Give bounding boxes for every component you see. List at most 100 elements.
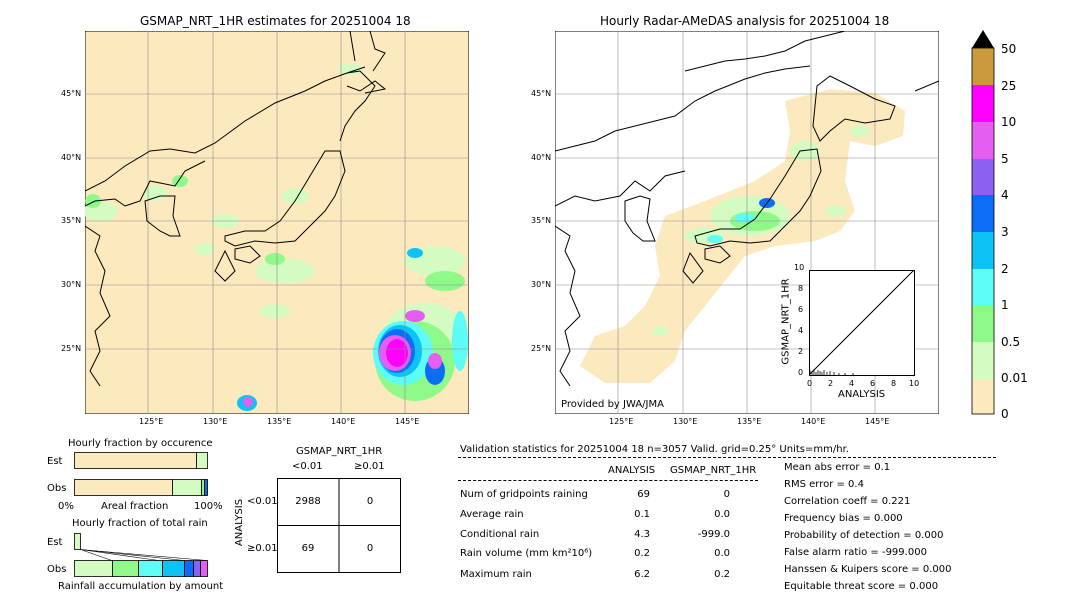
scatter-xtick: 0 bbox=[807, 379, 813, 388]
map2-provider-label: Provided by JWA/JMA bbox=[561, 399, 664, 410]
map2-xtick: 130°E bbox=[673, 417, 698, 426]
scatter-xlabel: ANALYSIS bbox=[838, 389, 886, 400]
colorbar-swatch bbox=[972, 269, 994, 306]
scatter-diagonal bbox=[809, 270, 915, 376]
total-rain-bars bbox=[74, 533, 208, 577]
occurrence-est-bar bbox=[74, 452, 197, 469]
map1-xtick: 135°E bbox=[267, 417, 292, 426]
stats-row-analysis: 0.1 bbox=[634, 509, 650, 520]
score-line: False alarm ratio = -999.000 bbox=[784, 547, 927, 558]
contingency-col-header: <0.01 bbox=[292, 461, 323, 472]
occurrence-xtick: 100% bbox=[194, 501, 223, 512]
map2-ytick: 40°N bbox=[531, 153, 552, 162]
stats-row-gsmap: 0 bbox=[723, 489, 730, 500]
map1-title: GSMAP_NRT_1HR estimates for 20251004 18 bbox=[140, 14, 411, 28]
map2-xtick: 125°E bbox=[609, 417, 634, 426]
colorbar-extend-arrow bbox=[972, 30, 994, 48]
stats-row-analysis: 0.2 bbox=[634, 548, 650, 559]
scatter-points bbox=[809, 369, 854, 375]
colorbar-label: 25 bbox=[1001, 79, 1017, 93]
scatter-xtick: 4 bbox=[849, 379, 855, 388]
colorbar-label: 3 bbox=[1001, 225, 1009, 239]
map2-panel: Provided by JWA/JMA bbox=[555, 31, 939, 414]
score-line: Correlation coeff = 0.221 bbox=[784, 496, 911, 507]
stats-row-label: Num of gridpoints raining bbox=[460, 489, 588, 500]
total-rain-obs-bar bbox=[74, 560, 113, 577]
colorbar-label: 50 bbox=[1001, 42, 1017, 56]
colorbar-label: 5 bbox=[1001, 152, 1009, 166]
map1-ytick: 25°N bbox=[61, 344, 82, 353]
score-line: Equitable threat score = 0.000 bbox=[784, 581, 939, 592]
stats-header: Validation statistics for 20251004 18 n=… bbox=[460, 444, 849, 455]
map2-ytick: 45°N bbox=[531, 89, 552, 98]
contingency-cell: 69 bbox=[301, 543, 315, 554]
map2-xtick: 135°E bbox=[737, 417, 762, 426]
stats-row-label: Conditional rain bbox=[460, 529, 540, 540]
contingency-cell: 0 bbox=[366, 543, 374, 554]
map1-ytick: 35°N bbox=[61, 216, 82, 225]
scatter-xtick: 10 bbox=[909, 379, 920, 388]
score-line: Probability of detection = 0.000 bbox=[784, 530, 944, 541]
map2-ytick: 35°N bbox=[531, 216, 552, 225]
contingency-title: GSMAP_NRT_1HR bbox=[296, 446, 383, 457]
colorbar-label: 0.01 bbox=[1001, 371, 1028, 385]
scatter-ylabel: GSMAP_NRT_1HR bbox=[780, 278, 792, 365]
map1-ytick: 45°N bbox=[61, 89, 82, 98]
total-rain-obs-bar bbox=[138, 560, 163, 577]
stats-row-gsmap: -999.0 bbox=[697, 529, 730, 540]
colorbar-swatch bbox=[972, 122, 994, 159]
stats-row-analysis: 6.2 bbox=[634, 569, 650, 580]
map1-xtick: 140°E bbox=[331, 417, 356, 426]
scatter-ytick: 8 bbox=[798, 284, 804, 293]
colorbar-segments bbox=[972, 48, 994, 414]
occurrence-obs-bar bbox=[204, 479, 208, 496]
colorbar-swatch bbox=[972, 232, 994, 269]
stats-row-analysis: 69 bbox=[637, 489, 650, 500]
scatter-panel bbox=[809, 270, 915, 376]
contingency-row-header: ≥0.01 bbox=[247, 543, 278, 554]
colorbar-swatch bbox=[972, 195, 994, 232]
contingency-cell: 2988 bbox=[295, 496, 321, 507]
stats-row-label: Maximum rain bbox=[460, 569, 532, 580]
map2-coastlines bbox=[555, 31, 939, 387]
score-line: Mean abs error = 0.1 bbox=[784, 462, 891, 473]
total-rain-title: Hourly fraction of total rain bbox=[72, 518, 208, 529]
colorbar-swatch bbox=[972, 85, 994, 122]
colorbar-swatch bbox=[972, 48, 994, 85]
colorbar-label: 0 bbox=[1001, 407, 1009, 421]
map1-panel bbox=[85, 31, 469, 414]
total-rain-connector bbox=[80, 549, 113, 561]
total-rain-connector bbox=[80, 549, 160, 561]
map1-xtick: 130°E bbox=[203, 417, 228, 426]
total-rain-obs-bar bbox=[184, 560, 194, 577]
colorbar-label: 4 bbox=[1001, 188, 1009, 202]
contingency-col-header: ≥0.01 bbox=[354, 461, 385, 472]
total-rain-obs-bar bbox=[200, 560, 208, 577]
colorbar-label: 10 bbox=[1001, 115, 1017, 129]
occurrence-xtick: 0% bbox=[58, 501, 74, 512]
scatter-ytick: 2 bbox=[798, 347, 804, 356]
stats-row-gsmap: 0.0 bbox=[714, 548, 730, 559]
contingency-row-header: <0.01 bbox=[247, 496, 278, 507]
stats-header-divider bbox=[458, 457, 996, 458]
contingency-cell: 0 bbox=[366, 496, 374, 507]
occurrence-obs-bar bbox=[172, 479, 202, 496]
total-rain-est-bar bbox=[74, 533, 81, 550]
map2-title: Hourly Radar-AMeDAS analysis for 2025100… bbox=[600, 14, 890, 28]
total-rain-xlabel: Rainfall accumulation by amount bbox=[58, 581, 224, 592]
total-rain-obs-bar bbox=[162, 560, 185, 577]
map1-xtick: 125°E bbox=[139, 417, 164, 426]
occurrence-obs-bar bbox=[74, 479, 173, 496]
map2-ytick: 25°N bbox=[531, 344, 552, 353]
total-rain-obs-bar bbox=[112, 560, 139, 577]
contingency-side-label: ANALYSIS bbox=[234, 498, 246, 547]
stats-table-divider bbox=[458, 480, 758, 481]
occurrence-title: Hourly fraction by occurence bbox=[68, 438, 213, 449]
score-line: Hanssen & Kuipers score = 0.000 bbox=[784, 564, 952, 575]
scatter-xtick: 8 bbox=[891, 379, 897, 388]
occurrence-obs-label: Obs bbox=[47, 483, 67, 494]
stats-row-analysis: 4.3 bbox=[634, 529, 650, 540]
map1-ytick: 40°N bbox=[61, 153, 82, 162]
total-rain-obs-label: Obs bbox=[47, 564, 67, 575]
occurrence-bars bbox=[74, 452, 208, 496]
